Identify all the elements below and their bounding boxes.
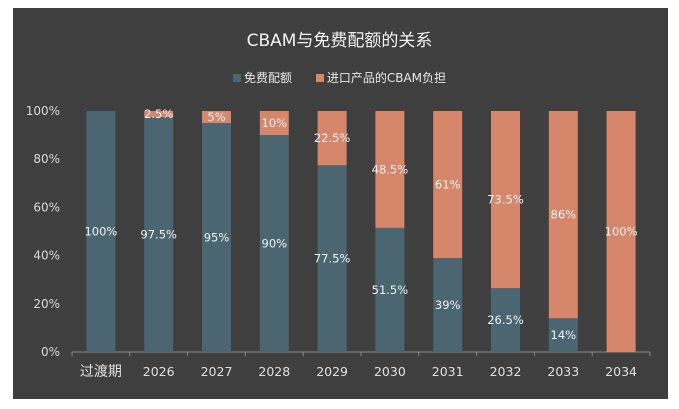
data-label-cbam-burden: 22.5%: [314, 131, 351, 145]
legend: 免费配额 进口产品的CBAM负担: [0, 69, 679, 86]
data-label-free-quota: 95%: [204, 231, 230, 245]
x-tick-label: 过渡期: [80, 364, 122, 380]
legend-label-cbam-burden: 进口产品的CBAM负担: [326, 71, 447, 85]
bar-free-quota: [375, 227, 405, 352]
y-tick-label: 0%: [41, 345, 60, 359]
data-label-cbam-burden: 61%: [435, 178, 461, 192]
legend-item-free-quota: 免费配额: [232, 71, 292, 85]
legend-swatch-free-quota: [232, 74, 241, 82]
data-label-cbam-burden: 73.5%: [487, 193, 524, 207]
legend-swatch-cbam-burden: [315, 74, 324, 82]
x-tick-label: 2029: [316, 364, 348, 379]
y-tick-label: 80%: [33, 152, 60, 166]
bar-free-quota: [433, 258, 463, 352]
data-label-cbam-burden: 86%: [551, 208, 577, 222]
y-tick-label: 20%: [33, 297, 60, 311]
bar-cbam-burden: [433, 111, 463, 259]
x-tick-label: 2026: [143, 364, 175, 379]
bar-free-quota: [548, 318, 578, 352]
x-tick-label: 2031: [432, 364, 464, 379]
data-label-free-quota: 97.5%: [140, 228, 177, 242]
data-label-free-quota: 26.5%: [487, 313, 524, 327]
y-tick-label: 40%: [33, 249, 60, 263]
legend-item-cbam-burden: 进口产品的CBAM负担: [315, 71, 447, 85]
x-tick-label: 2027: [201, 364, 233, 379]
chart-title: CBAM与免费配额的关系: [246, 31, 433, 51]
data-label-free-quota: 90%: [262, 237, 288, 251]
data-label-free-quota: 77.5%: [314, 252, 351, 266]
bar-cbam-burden: [548, 111, 578, 319]
bar-free-quota: [144, 117, 174, 353]
data-label-cbam-burden: 2.5%: [144, 107, 173, 121]
bar-free-quota: [86, 111, 116, 352]
data-label-free-quota: 39%: [435, 298, 461, 312]
bar-cbam-burden: [606, 111, 636, 352]
x-tick-label: 2033: [547, 364, 579, 379]
bar-free-quota: [259, 135, 289, 352]
bar-cbam-burden: [375, 111, 405, 228]
x-tick-label: 2030: [374, 364, 406, 379]
bar-cbam-burden: [317, 111, 347, 166]
data-label-cbam-burden: 48.5%: [372, 162, 409, 176]
data-label-cbam-burden: 100%: [605, 225, 638, 239]
y-tick-label: 100%: [26, 104, 60, 118]
data-label-free-quota: 100%: [84, 225, 117, 239]
x-tick-label: 2028: [258, 364, 290, 379]
data-label-free-quota: 14%: [551, 328, 577, 342]
bar-cbam-burden: [202, 111, 231, 124]
data-label-free-quota: 51.5%: [372, 283, 409, 297]
bar-cbam-burden: [259, 111, 289, 136]
bar-free-quota: [491, 288, 520, 352]
data-label-cbam-burden: 10%: [262, 116, 288, 130]
x-tick-label: 2032: [490, 364, 522, 379]
y-tick-label: 60%: [33, 200, 60, 214]
legend-label-free-quota: 免费配额: [243, 71, 292, 85]
data-label-cbam-burden: 5%: [207, 110, 225, 124]
x-tick-label: 2034: [605, 364, 637, 379]
bar-cbam-burden: [491, 111, 520, 289]
bar-free-quota: [317, 165, 347, 352]
bar-cbam-burden: [144, 111, 174, 118]
bar-free-quota: [202, 123, 231, 352]
